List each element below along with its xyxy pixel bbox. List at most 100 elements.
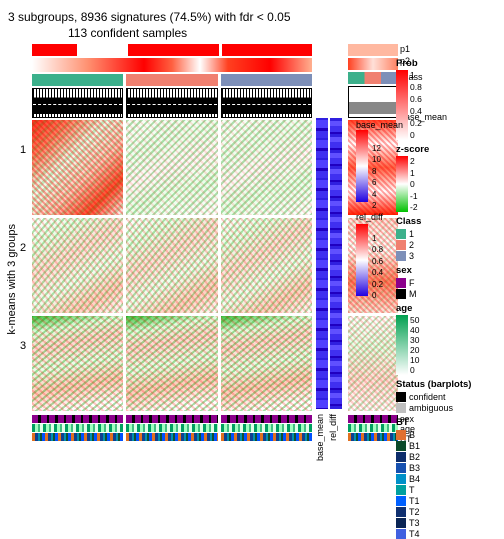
heat-row-2 <box>32 218 312 313</box>
track-rel-diff <box>330 118 342 409</box>
legend-item: B1 <box>396 440 500 451</box>
swatch-label: B <box>409 430 415 440</box>
anno-bt <box>32 433 312 441</box>
legend-grad-zscore <box>396 156 408 212</box>
bar-rel-diff <box>356 224 368 296</box>
lbl-p1: p1 <box>400 44 410 54</box>
legend-title-zscore: z-score <box>396 144 500 155</box>
swatch-label: M <box>409 289 417 299</box>
swatch-label: T2 <box>409 507 420 517</box>
legend-stops-zscore: 210-1-2 <box>410 156 418 212</box>
swatch-icon <box>396 518 406 528</box>
anno-class <box>32 74 312 86</box>
mini-silhouette <box>348 86 398 118</box>
swatch-icon <box>396 278 406 288</box>
legend-item: B4 <box>396 473 500 484</box>
legend-item: M <box>396 288 500 299</box>
legend-prob: Prob10.80.60.40.20 <box>396 58 500 140</box>
legend-item: confident <box>396 391 500 402</box>
legend-sex: sex FM <box>396 265 500 299</box>
swatch-icon <box>396 507 406 517</box>
swatch-label: 3 <box>409 251 414 261</box>
legend-title-class: Class <box>396 216 500 227</box>
scale-rel-diff: 10.80.60.40.20 <box>372 234 383 300</box>
mini-p1 <box>348 44 398 56</box>
legend-age: age50403020100 <box>396 303 500 375</box>
anno-sex <box>32 415 312 423</box>
scale-rel-title: rel_diff <box>356 212 383 222</box>
y-axis-label: k-means with 3 groups <box>6 224 18 335</box>
legend-item: T3 <box>396 517 500 528</box>
swatch-icon <box>396 229 406 239</box>
swatch-icon <box>396 430 406 440</box>
swatch-label: B2 <box>409 452 420 462</box>
swatch-icon <box>396 485 406 495</box>
heatmap-columns: 1 2 3 <box>32 44 312 441</box>
side-tracks: base_mean rel_diff <box>316 118 344 409</box>
swatch-icon <box>396 496 406 506</box>
swatch-icon <box>396 441 406 451</box>
swatch-label: confident <box>409 392 446 402</box>
legend-item: B <box>396 429 500 440</box>
legend-item: 1 <box>396 228 500 239</box>
swatch-icon <box>396 240 406 250</box>
legend-item: T <box>396 484 500 495</box>
track-base-mean <box>316 118 328 409</box>
legend-title-prob: Prob <box>396 58 500 69</box>
tick-1: 1 <box>20 144 26 156</box>
legend-item: T4 <box>396 528 500 539</box>
swatch-label: T1 <box>409 496 420 506</box>
mini-heat-3 <box>348 316 398 411</box>
swatch-label: 1 <box>409 229 414 239</box>
legend-title-sex: sex <box>396 265 500 276</box>
legend-title-status: Status (barplots) <box>396 379 500 390</box>
mini-sex <box>348 415 398 423</box>
swatch-icon <box>396 403 406 413</box>
mini-p2 <box>348 58 398 70</box>
swatch-icon <box>396 474 406 484</box>
tick-3: 3 <box>20 340 26 352</box>
swatch-label: T3 <box>409 518 420 528</box>
scale-base-mean: 12108642 <box>372 144 381 210</box>
swatch-label: 2 <box>409 240 414 250</box>
swatch-icon <box>396 452 406 462</box>
legend-item: T2 <box>396 506 500 517</box>
anno-age <box>32 424 312 432</box>
legends: Prob10.80.60.40.20z-score210-1-2Class123… <box>396 54 500 539</box>
legend-item: B3 <box>396 462 500 473</box>
mini-bt <box>348 433 398 441</box>
swatch-label: T <box>409 485 415 495</box>
heat-row-3 <box>32 316 312 411</box>
legend-zscore: z-score210-1-2 <box>396 144 500 212</box>
heat-row-1 <box>32 120 312 215</box>
mini-class <box>348 72 398 84</box>
anno-p1 <box>32 44 312 56</box>
xlab-base: base_mean <box>315 414 325 461</box>
main-title: 3 subgroups, 8936 signatures (74.5%) wit… <box>8 10 496 24</box>
legend-stops-prob: 10.80.60.40.20 <box>410 70 422 140</box>
legend-class: Class 123 <box>396 216 500 261</box>
swatch-label: F <box>409 278 415 288</box>
scale-base-title: base_mean <box>356 120 403 130</box>
swatch-label: T4 <box>409 529 420 539</box>
legend-title-bt: BT <box>396 417 500 428</box>
subtitle: 113 confident samples <box>68 26 496 40</box>
swatch-label: B1 <box>409 441 420 451</box>
bar-base-mean <box>356 130 368 202</box>
legend-item: F <box>396 277 500 288</box>
swatch-icon <box>396 529 406 539</box>
legend-item: B2 <box>396 451 500 462</box>
legend-item: T1 <box>396 495 500 506</box>
legend-bt: BT BB1B2B3B4TT1T2T3T4 <box>396 417 500 539</box>
anno-silhouette <box>32 88 312 118</box>
tick-2: 2 <box>20 242 26 254</box>
swatch-icon <box>396 392 406 402</box>
legend-stops-age: 50403020100 <box>410 315 419 375</box>
legend-grad-age <box>396 315 408 375</box>
swatch-icon <box>396 251 406 261</box>
legend-item: 2 <box>396 239 500 250</box>
legend-item: 3 <box>396 250 500 261</box>
mini-age <box>348 424 398 432</box>
xlab-rel: rel_diff <box>328 414 338 441</box>
legend-title-age: age <box>396 303 500 314</box>
